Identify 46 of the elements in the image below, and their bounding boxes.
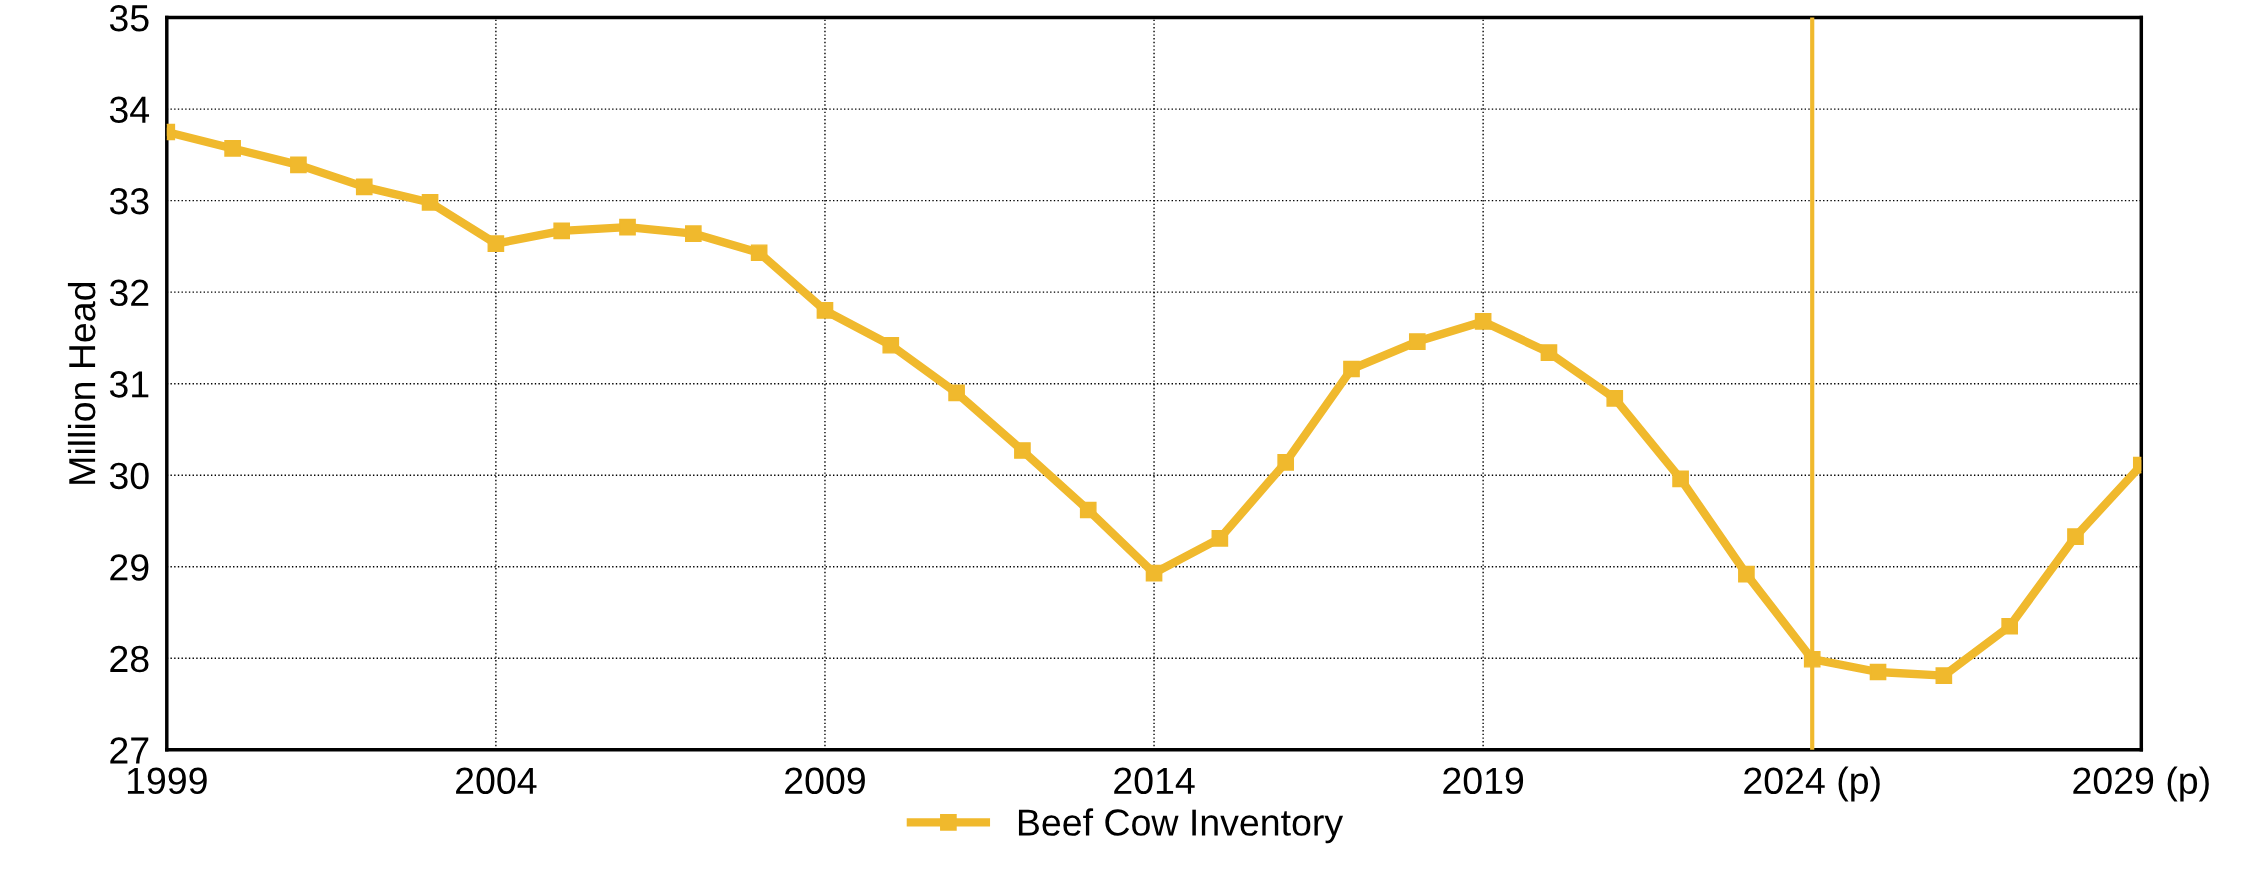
x-tick-label: 1999 xyxy=(127,767,207,795)
y-tick-label: 31 xyxy=(109,371,149,398)
point xyxy=(1606,389,1624,407)
legend-label: Beef Cow Inventory xyxy=(1018,808,1344,844)
point xyxy=(1343,360,1360,378)
point xyxy=(1738,565,1755,583)
y-tick-label: 30 xyxy=(109,462,149,490)
point xyxy=(948,384,965,402)
x-tick-label: 2004 xyxy=(456,767,537,795)
point xyxy=(487,235,505,252)
y-tick-label: 28 xyxy=(110,645,149,673)
y-axis-title: Million Head xyxy=(67,282,96,484)
x-tick-label: 2009 xyxy=(785,767,865,795)
point xyxy=(1277,454,1295,471)
point xyxy=(1145,564,1163,582)
point xyxy=(421,194,439,211)
y-tick-label: 35 xyxy=(109,4,149,32)
point xyxy=(1014,442,1031,459)
point xyxy=(882,336,900,354)
point xyxy=(1935,667,1953,685)
point xyxy=(1408,333,1426,350)
y-tick-label: 33 xyxy=(109,188,149,215)
point xyxy=(1672,470,1689,488)
point xyxy=(1474,313,1492,330)
point xyxy=(2001,617,2019,635)
y-tick-label: 34 xyxy=(109,96,150,124)
point xyxy=(1540,344,1558,361)
point xyxy=(1869,663,1887,681)
point xyxy=(224,140,241,157)
point xyxy=(816,302,834,319)
point xyxy=(619,218,636,236)
point xyxy=(750,244,768,262)
point xyxy=(355,178,373,196)
point xyxy=(1211,530,1229,547)
point xyxy=(684,225,702,242)
y-tick-label: 27 xyxy=(110,737,149,764)
x-tick-label: 2024 (p) xyxy=(1744,766,1880,802)
point xyxy=(290,156,307,174)
x-tick-label: 2029 (p) xyxy=(2073,766,2209,802)
x-tick-label: 2014 xyxy=(1114,767,1195,795)
point xyxy=(1079,501,1097,519)
point xyxy=(2067,528,2084,545)
y-tick-label: 29 xyxy=(110,554,149,581)
point xyxy=(553,222,571,240)
x-tick-label: 2019 xyxy=(1443,767,1524,795)
y-tick-label: 32 xyxy=(109,279,149,307)
